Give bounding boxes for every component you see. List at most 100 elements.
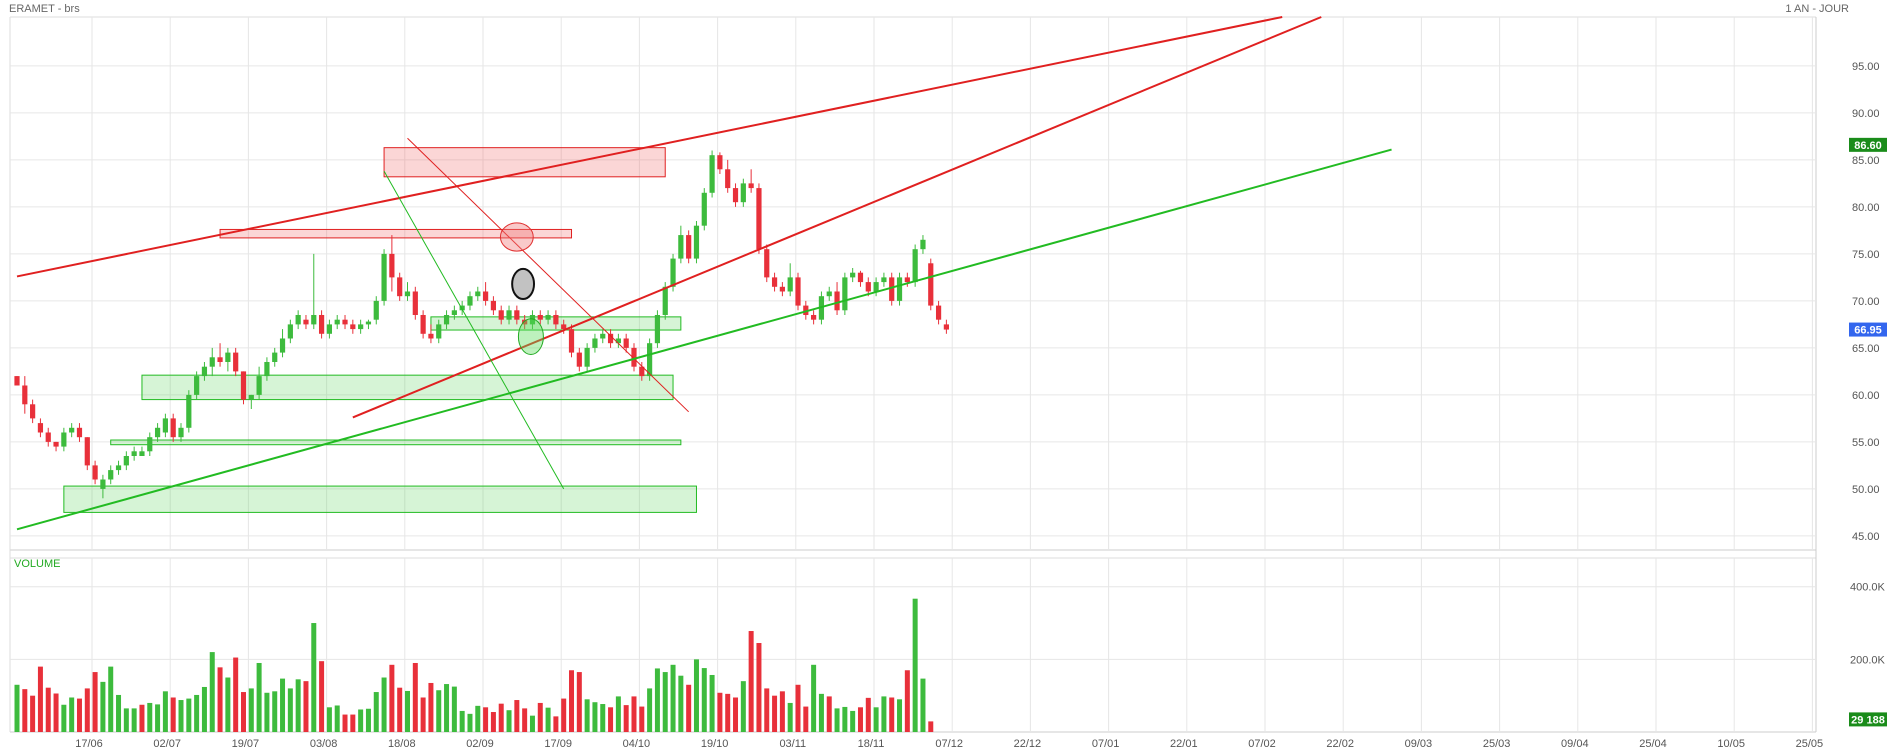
price-tick-label: 55.00 [1852,437,1880,449]
candle-body [670,258,676,287]
volume-bar [209,652,215,732]
price-tick-label: 95.00 [1852,61,1880,73]
volume-bar [842,706,848,732]
candle-body [295,314,301,325]
volume-bar [803,706,809,732]
volume-bar [514,700,520,732]
candle-body [615,338,621,344]
volume-bar [818,693,824,732]
volume-bar [420,697,426,732]
volume-bar [693,659,699,732]
candle-body [428,333,434,339]
highlight-circle [499,222,534,252]
candle-body [100,479,106,489]
volume-bar [287,688,293,732]
volume-bar [194,694,200,732]
candle-body [69,427,75,433]
candle-body [209,357,215,367]
candle-body [576,352,582,367]
volume-bar [45,687,51,732]
volume-bar [483,707,489,732]
x-tick-label: 02/09 [466,738,494,750]
volume-bar [358,709,364,732]
volume-bar [889,697,895,732]
volume-bar [834,708,840,732]
volume-bar [84,688,90,732]
x-tick-label: 17/06 [75,738,103,750]
candle-body [147,437,153,452]
support-zone [110,439,682,446]
volume-bar [459,710,465,732]
candle-body [568,329,575,353]
period-selector[interactable]: 1 AN - JOUR [1785,3,1849,15]
candle-body [92,465,98,480]
candle-body [709,155,715,193]
volume-bar [686,684,692,732]
candle-body [600,333,606,339]
candle-body [53,441,59,447]
candle-body [725,169,731,189]
candle-body [443,314,450,325]
highlight-circle [511,267,536,301]
volume-bar [61,704,67,732]
candle-body [483,291,489,301]
volume-bar [756,643,762,732]
volume-bar [592,702,598,732]
volume-bar [701,668,707,732]
volume-bar [912,598,918,732]
volume-bar [584,699,590,732]
volume-bar [506,710,512,732]
volume-bar [857,707,863,732]
candle-body [225,352,231,362]
volume-badge: 29 188 [1849,712,1887,727]
volume-bar [881,696,887,732]
red-trend-line [352,16,1322,419]
volume-bar [405,690,410,732]
volume-bar [264,692,270,732]
x-tick-label: 25/05 [1796,738,1824,750]
green-trend-line [16,148,1392,531]
candle-body [248,394,254,400]
candle-body [186,394,192,428]
volume-tick-label: 400.0K [1850,582,1886,594]
candle-body [381,253,387,301]
candle-body [740,183,746,203]
candle-body [607,333,614,344]
volume-bar [139,704,145,732]
candle-body [84,437,90,466]
volume-bar [787,702,793,732]
volume-bar [350,714,356,732]
candle-body [787,277,793,292]
volume-bar [904,670,910,732]
volume-bar [280,678,286,732]
candle-body [623,338,629,348]
volume-bar [37,666,43,732]
volume-bar [662,672,668,732]
candle-body [779,286,785,292]
candle-body [748,183,754,189]
volume-bar [248,688,254,732]
volume-bar [811,664,817,732]
candle-body [412,291,418,315]
candle-body [287,324,293,339]
candle-body [108,470,114,480]
candle-body [123,455,129,466]
candle-body [826,291,832,297]
x-tick-label: 25/03 [1483,738,1511,750]
candle-body [639,366,645,377]
price-tick-label: 80.00 [1852,202,1880,214]
price-badge-bg [1849,137,1887,152]
candle-body [756,188,762,250]
candle-body [451,310,457,315]
volume-bar [123,708,129,732]
candle-body [850,272,856,278]
candle-body [326,324,332,334]
volume-badge-label: 29 188 [1851,714,1885,726]
resistance-zone [219,228,573,239]
volume-bar [131,708,137,732]
volume-bar [116,694,122,732]
volume-bar [678,675,684,732]
volume-bar [717,692,723,732]
x-tick-label: 07/12 [935,738,963,750]
volume-bar [186,698,192,732]
